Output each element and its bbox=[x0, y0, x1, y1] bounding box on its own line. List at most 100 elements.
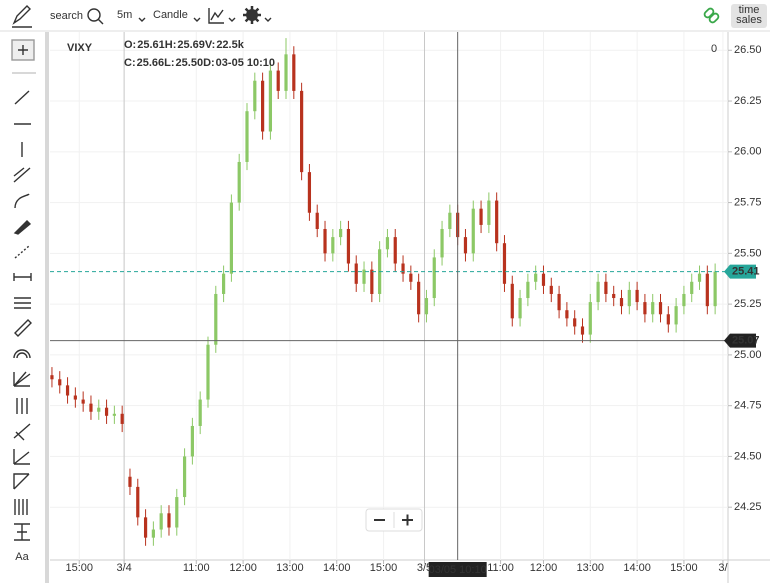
zoom-in[interactable] bbox=[402, 514, 413, 526]
crosshair-glyph bbox=[18, 45, 28, 55]
candle-body bbox=[666, 314, 670, 325]
readout-label: H: bbox=[165, 39, 177, 51]
brush-tool[interactable] bbox=[13, 220, 32, 235]
draw-tool-icon[interactable] bbox=[12, 5, 32, 28]
time-sales-label[interactable]: sales bbox=[736, 14, 762, 26]
period-tool[interactable] bbox=[14, 499, 28, 515]
candle-body bbox=[97, 407, 101, 412]
candle-body bbox=[58, 379, 62, 386]
candle-body bbox=[463, 237, 468, 254]
readout-value: 25.69 bbox=[177, 39, 205, 51]
candle-body bbox=[518, 298, 522, 319]
candle-body bbox=[89, 403, 93, 412]
link-icon[interactable] bbox=[703, 7, 720, 24]
trend-tool[interactable] bbox=[14, 90, 30, 105]
chevron[interactable] bbox=[138, 17, 146, 22]
last-price-tag bbox=[724, 264, 756, 279]
readout-value: 22.5k bbox=[216, 39, 244, 51]
search-input[interactable]: search bbox=[50, 10, 83, 22]
channel-tool[interactable] bbox=[13, 167, 31, 183]
ray-tool[interactable] bbox=[14, 245, 30, 259]
candle-body bbox=[214, 293, 218, 345]
candle-body bbox=[143, 517, 148, 538]
candle-body bbox=[588, 302, 592, 335]
candle-body bbox=[50, 375, 54, 380]
y-tick-label: 26.25 bbox=[734, 95, 762, 107]
candle-body bbox=[635, 289, 639, 303]
time-sales-label[interactable]: time bbox=[739, 4, 760, 16]
interval-select[interactable]: 5m bbox=[117, 9, 132, 21]
chevron[interactable] bbox=[228, 17, 236, 22]
candle-body bbox=[643, 302, 647, 315]
candle-body bbox=[619, 298, 624, 307]
indicators-icon[interactable] bbox=[208, 8, 224, 24]
y-tick-label: 25.75 bbox=[734, 196, 762, 208]
candle-body bbox=[65, 385, 70, 396]
fan-tool[interactable] bbox=[13, 371, 31, 387]
chevron[interactable] bbox=[264, 17, 272, 22]
chevron[interactable] bbox=[193, 17, 201, 22]
candle-body bbox=[159, 513, 163, 530]
candle-body bbox=[73, 395, 77, 400]
candle-body bbox=[682, 293, 686, 307]
pitchfork-tool[interactable] bbox=[13, 423, 31, 441]
candle-body bbox=[580, 326, 585, 335]
candle-body bbox=[229, 202, 233, 274]
candle-body bbox=[549, 285, 553, 294]
y-tick-label: 24.75 bbox=[734, 400, 762, 412]
chart-style-select[interactable]: Candle bbox=[153, 9, 188, 21]
candle-body bbox=[331, 237, 335, 254]
angle-tool[interactable] bbox=[13, 473, 30, 490]
crosshair-x-label: 03/05 10:10 bbox=[429, 564, 487, 576]
cycles-tool[interactable] bbox=[16, 398, 28, 414]
crosshair-x-tag bbox=[428, 562, 487, 577]
candle-body bbox=[674, 306, 678, 325]
candle-body bbox=[432, 257, 436, 299]
candle-body bbox=[237, 161, 241, 203]
position-count: 0 bbox=[711, 43, 717, 55]
candle-body bbox=[339, 228, 343, 238]
candle-body bbox=[346, 228, 351, 264]
left-scrollbar bbox=[45, 32, 49, 583]
time-sales-button[interactable] bbox=[731, 4, 767, 28]
candle-body bbox=[487, 200, 491, 225]
candle-body bbox=[385, 237, 390, 250]
candle-body bbox=[651, 302, 655, 315]
x-tick-label: 13:00 bbox=[577, 562, 605, 574]
arc-tool[interactable] bbox=[13, 349, 31, 359]
x-tick-label: 12:00 bbox=[229, 562, 257, 574]
candle-body bbox=[284, 54, 288, 91]
candle-body bbox=[705, 273, 709, 307]
plot-area bbox=[50, 32, 728, 560]
search-icon[interactable] bbox=[87, 8, 104, 25]
candle-body bbox=[261, 80, 265, 132]
candle-body bbox=[401, 263, 405, 274]
candles bbox=[50, 38, 717, 546]
text-tool[interactable]: Aa bbox=[15, 551, 29, 563]
candle-body bbox=[198, 399, 202, 426]
candle-body bbox=[276, 70, 280, 91]
candle-body bbox=[541, 273, 546, 286]
range-tool[interactable] bbox=[14, 523, 30, 541]
candle-body bbox=[557, 293, 561, 311]
candle-body bbox=[307, 172, 312, 213]
x-tick-label: 15:00 bbox=[670, 562, 698, 574]
gann-tool[interactable] bbox=[13, 449, 30, 465]
candle-body bbox=[658, 302, 663, 315]
ruler-tool[interactable] bbox=[14, 319, 32, 337]
crosshair-y-label: 25.07 bbox=[732, 335, 760, 347]
candle-body bbox=[713, 271, 717, 307]
candle-body bbox=[370, 269, 374, 294]
measure-tool[interactable] bbox=[13, 273, 32, 281]
candle-body bbox=[424, 298, 429, 315]
candle-body bbox=[253, 80, 257, 112]
candle-body bbox=[104, 407, 109, 416]
settings-icon[interactable] bbox=[243, 6, 261, 24]
y-tick-label: 25.00 bbox=[734, 349, 762, 361]
levels-tool[interactable] bbox=[14, 297, 31, 309]
candle-body bbox=[112, 413, 116, 416]
candle-body bbox=[175, 497, 179, 528]
curve-tool[interactable] bbox=[14, 193, 30, 209]
